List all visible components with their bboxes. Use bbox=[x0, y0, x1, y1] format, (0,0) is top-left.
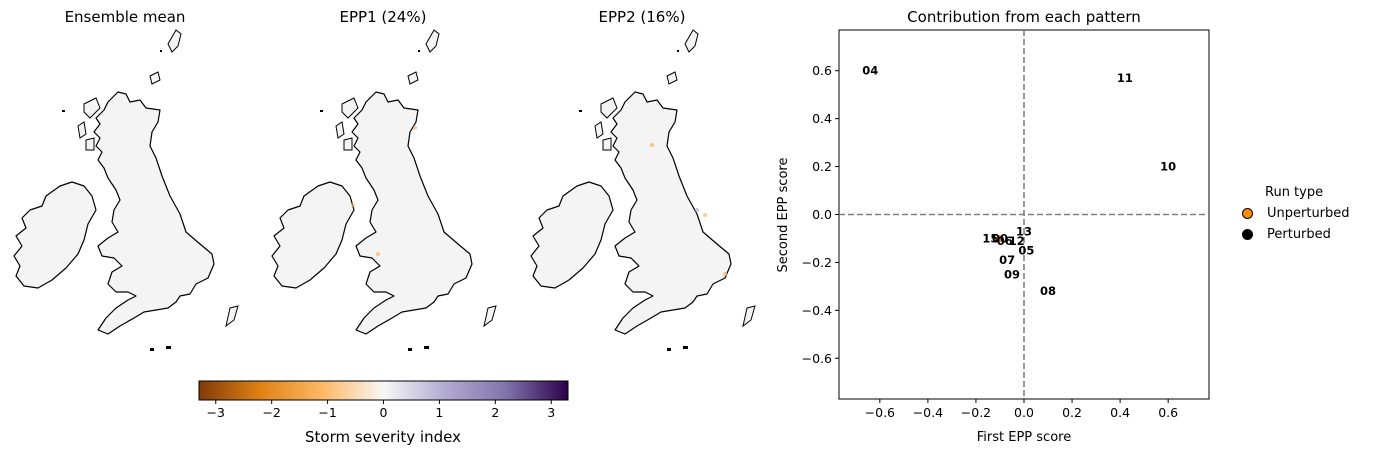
y-tick-label: −0.2 bbox=[802, 255, 832, 270]
colorbar-label: Storm severity index bbox=[305, 428, 461, 446]
point-label: 10 bbox=[1160, 160, 1176, 174]
y-tick-label: 0.6 bbox=[812, 63, 832, 78]
point-label: 12 bbox=[1009, 234, 1025, 248]
point-label: 13 bbox=[1016, 224, 1032, 238]
map-title-epp2: EPP2 (16%) bbox=[598, 8, 686, 26]
y-tick-label: 0.0 bbox=[812, 207, 832, 222]
legend-title: Run type bbox=[1265, 185, 1324, 200]
point-label: 00 bbox=[992, 231, 1008, 245]
point-label: 05 bbox=[1018, 243, 1034, 257]
point-label: 09 bbox=[1004, 267, 1020, 281]
y-tick-label: 0.2 bbox=[812, 159, 832, 174]
map-title-epp1: EPP1 (24%) bbox=[339, 8, 427, 26]
x-tick-label: −0.2 bbox=[961, 405, 991, 420]
colorbar-tick-label: −3 bbox=[207, 405, 225, 420]
x-tick-label: −0.6 bbox=[865, 405, 895, 420]
colorbar-tick-label: 3 bbox=[547, 405, 555, 420]
x-tick-label: 0.6 bbox=[1158, 405, 1178, 420]
x-axis-label: First EPP score bbox=[977, 430, 1071, 445]
scatter-point bbox=[996, 234, 1004, 242]
point-label: 04 bbox=[862, 64, 878, 78]
colorbar-tick-label: 0 bbox=[380, 405, 388, 420]
point-label: 08 bbox=[1040, 284, 1056, 298]
legend-marker-perturbed bbox=[1242, 229, 1253, 240]
legend-label-perturbed: Perturbed bbox=[1267, 227, 1331, 242]
colorbar-tick-label: 1 bbox=[435, 405, 443, 420]
colorbar-tick-label: −2 bbox=[262, 405, 280, 420]
x-tick-label: 0.4 bbox=[1110, 405, 1130, 420]
y-tick-label: 0.4 bbox=[812, 111, 832, 126]
scatter-chart: Contribution from each pattern −0.6 −0.4 −… bbox=[776, 8, 1210, 445]
y-axis-label: Second EPP score bbox=[776, 158, 791, 273]
point-label: 11 bbox=[1117, 71, 1133, 85]
uk-maps bbox=[13, 29, 756, 352]
x-tick-label: 0.2 bbox=[1062, 405, 1082, 420]
chart-title: Contribution from each pattern bbox=[907, 8, 1141, 26]
colorbar-tick-label: −1 bbox=[318, 405, 336, 420]
colorbar-gradient bbox=[198, 380, 569, 401]
legend-marker-unperturbed bbox=[1242, 208, 1253, 219]
legend-item-perturbed: Perturbed bbox=[1242, 227, 1331, 242]
point-label: 15 bbox=[982, 231, 998, 245]
point-label: 07 bbox=[999, 253, 1015, 267]
point-label: 06 bbox=[997, 234, 1013, 248]
colorbar-tick-label: 2 bbox=[491, 405, 499, 420]
legend-item-unperturbed: Unperturbed bbox=[1242, 206, 1350, 221]
x-tick-label: −0.4 bbox=[913, 405, 943, 420]
x-tick-label: 0.0 bbox=[1014, 405, 1034, 420]
y-tick-label: −0.4 bbox=[802, 303, 832, 318]
map-title-ensemble-mean: Ensemble mean bbox=[64, 8, 186, 26]
y-tick-label: −0.6 bbox=[802, 351, 832, 366]
colorbar: −3 −2 −1 0 1 2 3 Storm severity index bbox=[198, 380, 569, 446]
legend-label-unperturbed: Unperturbed bbox=[1267, 206, 1350, 221]
